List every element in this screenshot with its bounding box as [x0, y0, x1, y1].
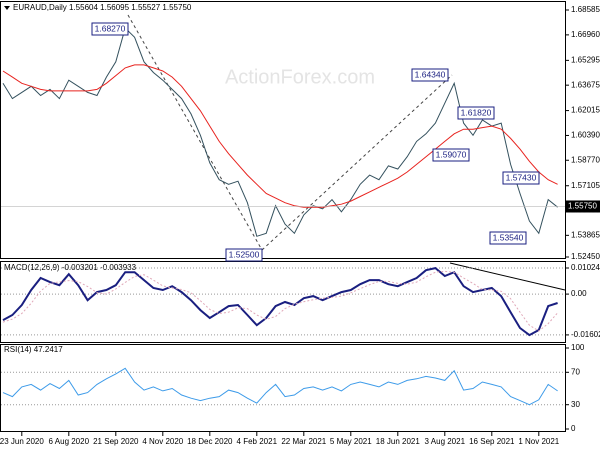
price-annotation: 1.61820	[461, 107, 492, 117]
x-tick-label: 22 Mar 2021	[281, 437, 326, 446]
price-annotation-box	[489, 231, 527, 245]
price-annotation-box	[457, 106, 495, 120]
y-tick-label: 1.57105	[571, 181, 600, 190]
rsi-line	[2, 367, 558, 406]
x-tick-label: 3 Aug 2021	[425, 437, 466, 446]
x-tick-label: 18 Jun 2021	[376, 437, 421, 446]
current-price-box	[566, 200, 600, 213]
rsi-frame	[0, 344, 566, 432]
price-annotation-box	[91, 22, 129, 36]
rsi-title: RSI(14) 47.2417	[4, 345, 63, 354]
y-tick-label: 1.66960	[571, 30, 600, 39]
x-tick-label: 23 Jun 2020	[0, 437, 44, 446]
y-tick-label: 1.53865	[571, 230, 600, 239]
x-tick-label: 4 Nov 2020	[142, 437, 183, 446]
y-tick-label: 30	[571, 400, 580, 409]
macd-frame	[0, 261, 566, 343]
price-annotation-box	[225, 248, 263, 262]
price-annotation: 1.52500	[229, 249, 260, 259]
current-price-label: 1.55750	[568, 202, 597, 211]
price-annotation: 1.57430	[506, 172, 537, 182]
price-frame	[0, 1, 566, 259]
price-annotation: 1.53540	[493, 232, 524, 242]
macd-trendline	[449, 262, 566, 291]
x-tick-label: 5 May 2021	[330, 437, 372, 446]
price-annotation: 1.68270	[95, 23, 126, 33]
y-tick-label: 1.60390	[571, 131, 600, 140]
x-tick-label: 4 Feb 2021	[237, 437, 278, 446]
x-tick-label: 16 Sep 2021	[469, 437, 515, 446]
y-tick-label: 1.52450	[571, 252, 600, 261]
x-tick-label: 21 Sep 2020	[93, 437, 139, 446]
price-annotation-box	[502, 171, 540, 185]
y-tick-label: 100	[571, 343, 585, 352]
y-tick-label: 70	[571, 367, 580, 376]
macd-line	[2, 270, 558, 332]
macd-line	[2, 267, 558, 337]
price-annotation-box	[432, 148, 470, 162]
x-tick-label: 18 Dec 2020	[187, 437, 233, 446]
y-tick-label: 0.00	[571, 289, 587, 298]
price-annotation: 1.59070	[436, 149, 467, 159]
menu-icon	[4, 6, 10, 10]
y-tick-label: -0.016023	[571, 330, 600, 339]
y-tick-label: 0	[571, 424, 576, 433]
y-tick-label: 0.010248	[571, 263, 600, 272]
price-line	[2, 27, 558, 237]
y-tick-label: 1.62015	[571, 106, 600, 115]
y-tick-label: 1.68585	[571, 5, 600, 14]
y-tick-label: 1.58770	[571, 155, 600, 164]
x-tick-label: 1 Nov 2021	[518, 437, 559, 446]
y-tick-label: 1.65295	[571, 55, 600, 64]
price-annotation: 1.64340	[415, 69, 446, 79]
price-line	[2, 64, 558, 208]
trendline	[127, 14, 263, 251]
y-tick-label: 1.63675	[571, 80, 600, 89]
watermark: ActionForex.com	[225, 66, 375, 88]
chart-title: EURAUD,Daily 1.55604 1.56095 1.55527 1.5…	[13, 3, 192, 12]
x-tick-label: 6 Aug 2020	[49, 437, 90, 446]
trendline	[261, 74, 453, 251]
price-annotation-box	[411, 68, 449, 82]
